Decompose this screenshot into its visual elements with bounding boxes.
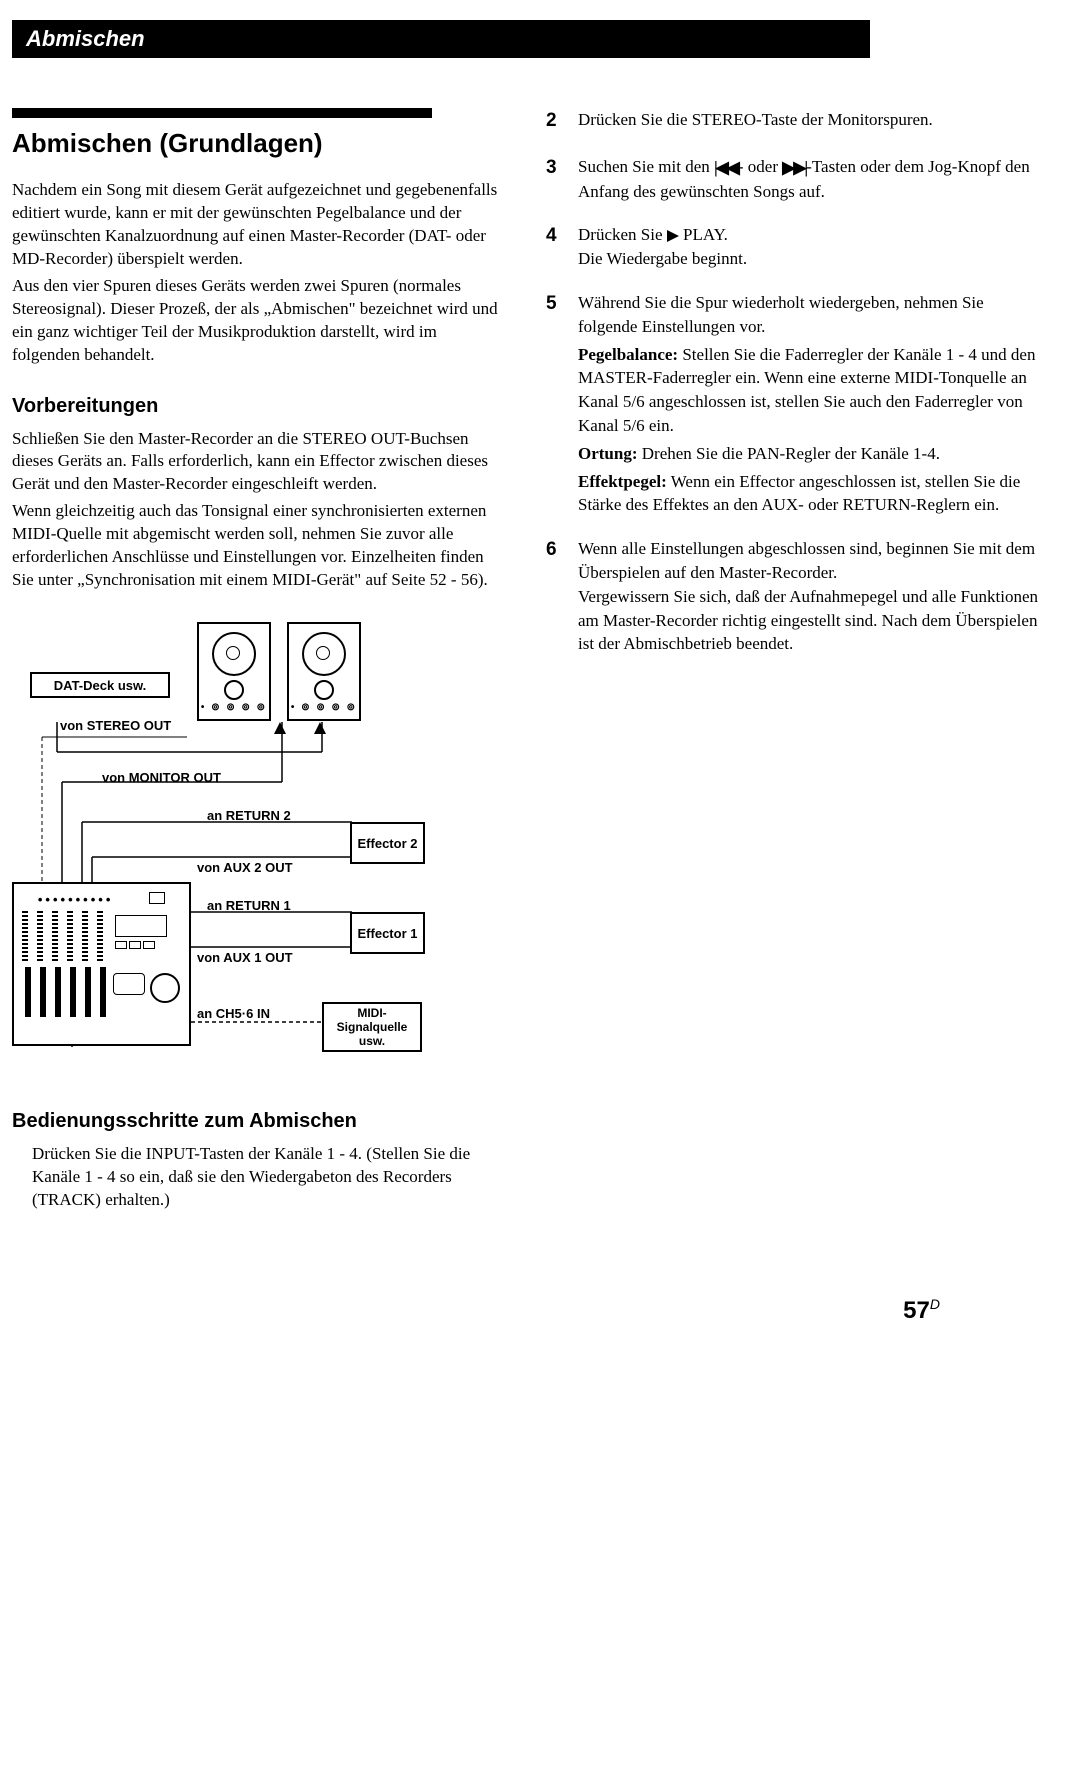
page-number: 57D [12, 1296, 1040, 1325]
prep-paragraph-1: Schließen Sie den Master-Recorder an die… [12, 428, 506, 497]
step-body: Wenn alle Einstellungen abgeschlossen si… [578, 537, 1040, 656]
midi-box: MIDI-Signalquelle usw. [322, 1002, 422, 1052]
step4-suffix: PLAY. [679, 225, 728, 244]
step-number: 2 [546, 108, 578, 135]
pegelbalance-row: Pegelbalance: Stellen Sie die Faderregle… [578, 343, 1040, 438]
step-number: 5 [546, 291, 578, 517]
ortung-label: Ortung: [578, 444, 638, 463]
connection-diagram: • ⊚ ⊚ ⊚ ⊚ • ⊚ ⊚ ⊚ ⊚ DAT-Deck usw. von ST… [12, 622, 432, 1082]
effector2-box: Effector 2 [350, 822, 425, 864]
dat-deck-label: DAT-Deck usw. [54, 678, 146, 693]
effector1-box: Effector 1 [350, 912, 425, 954]
step-body: Während Sie die Spur wiederholt wiederge… [578, 291, 1040, 517]
dat-deck-box: DAT-Deck usw. [30, 672, 170, 698]
step6-p1: Wenn alle Einstellungen abgeschlossen si… [578, 537, 1040, 585]
step4-line2: Die Wiedergabe beginnt. [578, 247, 1040, 271]
ortung-text: Drehen Sie die PAN-Regler der Kanäle 1-4… [638, 444, 940, 463]
ortung-row: Ortung: Drehen Sie die PAN-Regler der Ka… [578, 442, 1040, 466]
header-bar: Abmischen [12, 20, 870, 58]
step-5: 5 Während Sie die Spur wiederholt wieder… [546, 291, 1040, 517]
right-column: 2 Drücken Sie die STEREO-Taste der Monit… [546, 108, 1040, 1216]
intro-paragraph-1: Nachdem ein Song mit diesem Gerät aufgez… [12, 179, 506, 271]
step-body: Drücken Sie die STEREO-Taste der Monitor… [578, 108, 1040, 135]
prep-title: Vorbereitungen [12, 395, 506, 418]
step5-intro: Während Sie die Spur wiederholt wiederge… [578, 291, 1040, 339]
pegelbalance-label: Pegelbalance: [578, 345, 678, 364]
aux1-label: von AUX 1 OUT [197, 950, 293, 965]
play-icon [667, 230, 679, 242]
step6-p2: Vergewissern Sie sich, daß der Aufnahmep… [578, 585, 1040, 656]
mixer-icon: •••••••••• [12, 882, 191, 1046]
aux2-label: von AUX 2 OUT [197, 860, 293, 875]
rewind-icon: |◀◀ [714, 156, 738, 180]
header-title: Abmischen [26, 26, 145, 51]
step-number: 6 [546, 537, 578, 656]
effektpegel-row: Effektpegel: Wenn ein Effector angeschlo… [578, 470, 1040, 518]
page: Abmischen Abmischen (Grundlagen) Nachdem… [0, 0, 1080, 1365]
speaker-right-icon: • ⊚ ⊚ ⊚ ⊚ [287, 622, 361, 721]
midi-label: MIDI-Signalquelle usw. [328, 1006, 416, 1048]
effektpegel-label: Effektpegel: [578, 472, 667, 491]
prep-paragraph-2: Wenn gleichzeitig auch das Tonsignal ein… [12, 500, 506, 592]
step-number: 4 [546, 223, 578, 271]
step-4: 4 Drücken Sie PLAY. Die Wiedergabe begin… [546, 223, 1040, 271]
section-divider [12, 108, 432, 118]
step-6: 6 Wenn alle Einstellungen abgeschlossen … [546, 537, 1040, 656]
page-number-sup: D [930, 1296, 940, 1312]
step-number: 3 [546, 155, 578, 204]
effector2-label: Effector 2 [358, 836, 418, 851]
intro-paragraph-2: Aus den vier Spuren dieses Geräts werden… [12, 275, 506, 367]
speaker-left-icon: • ⊚ ⊚ ⊚ ⊚ [197, 622, 271, 721]
step-body: Drücken Sie PLAY. Die Wiedergabe beginnt… [578, 223, 1040, 271]
step3-prefix: Suchen Sie mit den [578, 157, 714, 176]
step4-prefix: Drücken Sie [578, 225, 667, 244]
steps-title: Bedienungsschritte zum Abmischen [12, 1110, 506, 1133]
effector1-label: Effector 1 [358, 926, 418, 941]
fastforward-icon: ▶▶| [782, 156, 806, 180]
left-column: Abmischen (Grundlagen) Nachdem ein Song … [12, 108, 506, 1216]
step-3: 3 Suchen Sie mit den |◀◀- oder ▶▶|-Taste… [546, 155, 1040, 204]
page-number-value: 57 [903, 1297, 930, 1324]
step3-mid: - oder [738, 157, 782, 176]
step1-text: Drücken Sie die INPUT-Tasten der Kanäle … [12, 1143, 506, 1212]
section-title: Abmischen (Grundlagen) [12, 128, 506, 159]
step-body: Suchen Sie mit den |◀◀- oder ▶▶|-Tasten … [578, 155, 1040, 204]
step-list: 2 Drücken Sie die STEREO-Taste der Monit… [546, 108, 1040, 656]
return2-label: an RETURN 2 [207, 808, 291, 823]
ch56-label: an CH5·6 IN [197, 1006, 270, 1021]
stereo-out-label: von STEREO OUT [60, 718, 171, 733]
monitor-out-label: von MONITOR OUT [102, 770, 221, 785]
columns: Abmischen (Grundlagen) Nachdem ein Song … [12, 108, 1040, 1216]
step-2: 2 Drücken Sie die STEREO-Taste der Monit… [546, 108, 1040, 135]
return1-label: an RETURN 1 [207, 898, 291, 913]
